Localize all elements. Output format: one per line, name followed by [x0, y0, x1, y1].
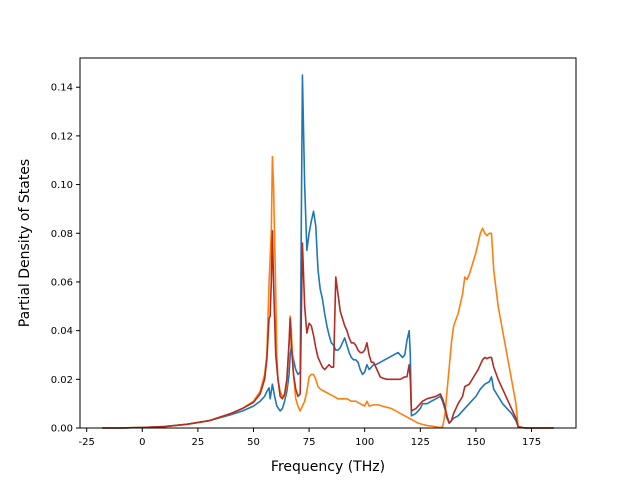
series-line-3 — [102, 230, 554, 429]
y-tick-label: 0.06 — [51, 277, 73, 288]
x-tick-label: 25 — [192, 437, 205, 448]
x-tick-label: 50 — [247, 437, 260, 448]
y-tick-label: 0.14 — [51, 83, 73, 94]
series-layer — [102, 74, 554, 429]
x-tick-label: -25 — [79, 437, 95, 448]
y-tick-label: 0.04 — [51, 326, 73, 337]
series-line-2 — [102, 155, 554, 429]
series-line-1 — [102, 74, 554, 429]
y-axis-label: Partial Density of States — [17, 159, 33, 327]
x-axis-label: Frequency (THz) — [271, 459, 385, 475]
y-tick-label: 0.00 — [51, 424, 73, 435]
y-tick-label: 0.12 — [51, 131, 73, 142]
plot-frame — [79, 57, 577, 429]
x-tick-label: 75 — [303, 437, 316, 448]
ticks-layer: -25 0 25 50 75 100 125 150 175 0.00 0.02 0.04 0.06 0.… — [51, 83, 541, 448]
x-tick-label: 0 — [139, 437, 145, 448]
x-tick-label: 100 — [355, 437, 374, 448]
x-tick-label: 175 — [522, 437, 541, 448]
y-tick-label: 0.08 — [51, 229, 73, 240]
y-tick-label: 0.10 — [51, 180, 73, 191]
x-tick-label: 150 — [466, 437, 485, 448]
y-tick-label: 0.02 — [51, 375, 73, 386]
x-tick-label: 125 — [411, 437, 430, 448]
